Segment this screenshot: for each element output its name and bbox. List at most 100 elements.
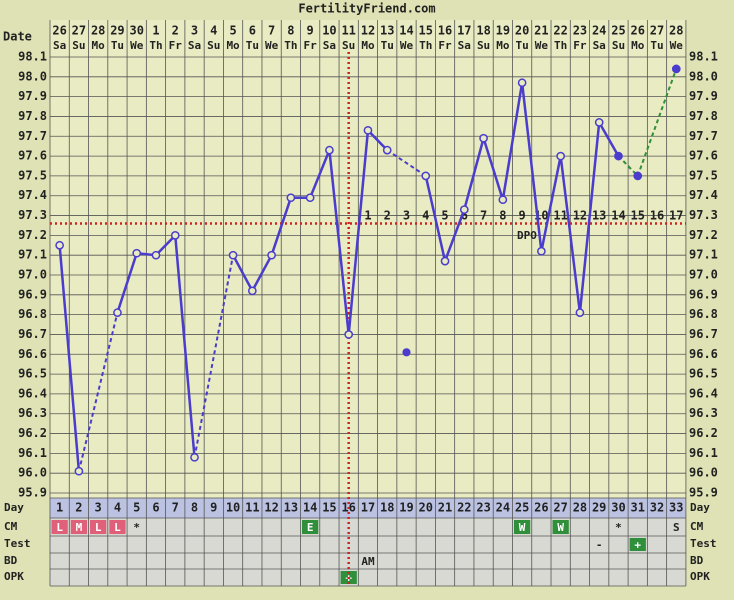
temp-point: [594, 118, 604, 127]
cm-entry: *: [615, 521, 622, 534]
temp-segment: [520, 82, 543, 252]
temp-segment: [116, 252, 138, 314]
temp-point: [421, 171, 431, 181]
x-tick-label: 2: [75, 501, 82, 515]
y-tick-label: 96.4: [689, 386, 718, 400]
date-label: 11: [341, 24, 355, 38]
y-tick-label: 98.1: [18, 50, 47, 64]
y-tick-label: 97.2: [18, 228, 47, 242]
temp-point: [113, 308, 122, 318]
y-tick-label: 98.1: [689, 50, 718, 64]
y-tick-label: 97.1: [18, 248, 47, 262]
temp-point: [228, 250, 238, 260]
temp-segment: [308, 149, 331, 199]
date-label: 7: [268, 24, 275, 38]
x-tick-label: 11: [245, 501, 259, 515]
dpo-number: 13: [592, 209, 606, 223]
weekday-label: We: [130, 39, 144, 52]
y-tick-label: 97.3: [689, 208, 718, 222]
date-label: 8: [287, 24, 294, 38]
date-label: 15: [419, 24, 433, 38]
weekday-label: Fr: [304, 39, 318, 52]
temp-point: [344, 330, 354, 339]
weekday-label: Sa: [323, 39, 336, 52]
y-tick-label: 97.6: [18, 149, 47, 163]
temp-point: [556, 151, 566, 161]
dpo-number: 7: [480, 209, 487, 223]
cm-entry: L: [95, 521, 102, 534]
date-label: 12: [361, 24, 375, 38]
y-tick-label: 96.0: [689, 466, 718, 480]
date-label: 23: [573, 24, 587, 38]
weekday-label: Tu: [111, 39, 124, 52]
x-tick-label: 32: [650, 501, 664, 515]
temp-segment: [367, 129, 389, 152]
temp-segment: [77, 312, 119, 472]
day-row: [50, 498, 686, 518]
y-tick-label: 97.8: [18, 109, 47, 123]
date-label: 26: [631, 24, 645, 38]
y-tick-label: 97.9: [689, 89, 718, 103]
x-tick-label: 19: [399, 501, 413, 515]
dpo-number: 17: [669, 209, 683, 223]
temp-segment: [231, 254, 254, 292]
dpo-number: 9: [518, 209, 525, 223]
temp-point: [132, 248, 142, 258]
x-tick-label: 10: [226, 501, 240, 515]
test-cell: [629, 538, 646, 551]
date-label: 18: [476, 24, 490, 38]
cm-cell: [51, 520, 68, 534]
date-label: 21: [534, 24, 548, 38]
temp-segment: [617, 155, 639, 177]
temp-segment: [386, 149, 427, 177]
x-tick-label: 1: [56, 501, 63, 515]
row-label: Day: [4, 501, 24, 514]
date-label: 27: [650, 24, 664, 38]
dpo-number: 8: [499, 209, 506, 223]
temp-segment: [559, 155, 582, 313]
temp-point: [575, 308, 585, 318]
date-label: 24: [592, 24, 606, 38]
weekday-label: Tu: [650, 39, 663, 52]
weekday-label: Tu: [381, 39, 394, 52]
y-tick-label: 96.1: [18, 446, 47, 460]
weekday-label: Fr: [573, 39, 587, 52]
date-label: 5: [229, 24, 236, 38]
weekday-label: Su: [207, 39, 220, 52]
date-label: 26: [52, 24, 66, 38]
weekday-label: Su: [477, 39, 490, 52]
temp-segment: [463, 137, 485, 210]
temp-segment: [193, 254, 235, 458]
x-tick-label: 30: [611, 501, 625, 515]
date-label: 13: [380, 24, 394, 38]
x-tick-label: 22: [457, 501, 471, 515]
dpo-number: 16: [650, 209, 664, 223]
temp-segment: [347, 130, 370, 335]
y-tick-label: 97.7: [689, 129, 718, 143]
date-label: 16: [438, 24, 452, 38]
y-tick-label: 97.0: [689, 268, 718, 282]
temp-point: [382, 145, 392, 155]
temp-point: [190, 452, 199, 462]
weekday-label: Th: [419, 39, 432, 52]
x-tick-label: 17: [361, 501, 375, 515]
date-label: 1: [152, 24, 159, 38]
weekday-label: We: [265, 39, 279, 52]
y-tick-label: 95.9: [689, 486, 718, 500]
date-label: 20: [515, 24, 529, 38]
temp-segment: [482, 137, 505, 201]
y-tick-label: 96.7: [18, 327, 47, 341]
cm-entry: M: [76, 521, 83, 534]
row-label: Date: [3, 30, 32, 44]
temp-segment: [155, 234, 177, 257]
temp-point: [247, 286, 257, 296]
cm-entry: E: [307, 521, 314, 534]
y-tick-label: 97.3: [18, 208, 47, 222]
temp-point: [305, 193, 315, 203]
y-tick-label: 97.0: [18, 268, 47, 282]
y-tick-label: 97.7: [18, 129, 47, 143]
date-label: 10: [322, 24, 336, 38]
x-tick-label: 9: [210, 501, 217, 515]
weekday-label: Sa: [458, 39, 471, 52]
